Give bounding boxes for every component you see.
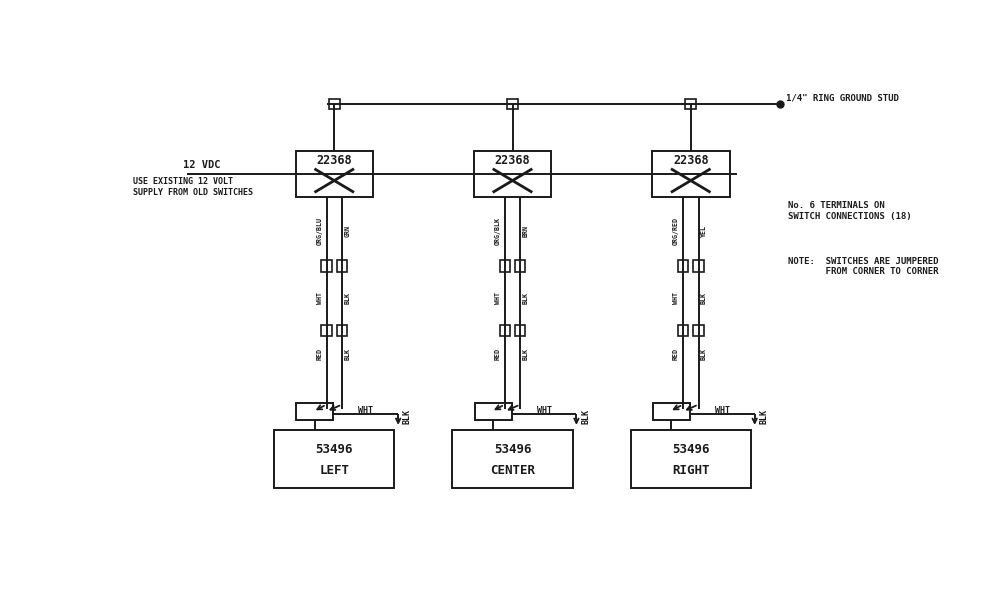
- Bar: [678, 260, 688, 272]
- Text: ORG/RED: ORG/RED: [673, 217, 679, 245]
- Text: ORG/BLK: ORG/BLK: [495, 217, 501, 245]
- Text: 22368: 22368: [316, 154, 352, 167]
- Text: WHT: WHT: [317, 292, 323, 304]
- Bar: [274, 430, 394, 488]
- Bar: [474, 151, 551, 197]
- Bar: [337, 260, 347, 272]
- Text: WHT: WHT: [358, 406, 373, 415]
- Text: WHT: WHT: [673, 292, 679, 304]
- Text: BLK: BLK: [581, 409, 590, 424]
- Bar: [631, 430, 751, 488]
- Text: CENTER: CENTER: [490, 464, 535, 477]
- Bar: [678, 325, 688, 336]
- Text: 1/4" RING GROUND STUD: 1/4" RING GROUND STUD: [786, 93, 899, 102]
- Text: 22368: 22368: [673, 154, 709, 167]
- Bar: [337, 325, 347, 336]
- Bar: [452, 430, 573, 488]
- Text: 22368: 22368: [495, 154, 530, 167]
- Text: 12 VDC: 12 VDC: [183, 160, 221, 170]
- Text: BLK: BLK: [344, 292, 350, 304]
- Text: 53496: 53496: [494, 443, 531, 455]
- Bar: [515, 325, 525, 336]
- Text: WHT: WHT: [537, 406, 552, 415]
- Bar: [693, 325, 704, 336]
- Text: No. 6 TERMINALS ON
SWITCH CONNECTIONS (18): No. 6 TERMINALS ON SWITCH CONNECTIONS (1…: [788, 202, 911, 221]
- Text: NOTE:  SWITCHES ARE JUMPERED
       FROM CORNER TO CORNER: NOTE: SWITCHES ARE JUMPERED FROM CORNER …: [788, 257, 938, 276]
- Bar: [475, 403, 512, 421]
- Text: BLK: BLK: [403, 409, 412, 424]
- Text: RED: RED: [495, 348, 501, 360]
- Bar: [296, 403, 333, 421]
- Text: 53496: 53496: [316, 443, 353, 455]
- Text: 53496: 53496: [672, 443, 710, 455]
- Bar: [693, 260, 704, 272]
- Text: GRN: GRN: [344, 226, 350, 238]
- Text: WHT: WHT: [715, 406, 730, 415]
- Bar: [500, 325, 510, 336]
- Text: LEFT: LEFT: [319, 464, 349, 477]
- Text: BRN: BRN: [523, 226, 529, 238]
- Text: BLK: BLK: [701, 348, 707, 360]
- Text: RED: RED: [673, 348, 679, 360]
- Bar: [321, 260, 332, 272]
- Bar: [652, 151, 730, 197]
- Text: RIGHT: RIGHT: [672, 464, 710, 477]
- Bar: [321, 325, 332, 336]
- Text: BLK: BLK: [344, 348, 350, 360]
- Bar: [296, 151, 373, 197]
- Bar: [500, 260, 510, 272]
- Text: WHT: WHT: [495, 292, 501, 304]
- Text: BLK: BLK: [523, 292, 529, 304]
- Text: BLK: BLK: [523, 348, 529, 360]
- Text: RED: RED: [317, 348, 323, 360]
- Bar: [515, 260, 525, 272]
- Bar: [653, 403, 690, 421]
- Bar: [685, 99, 696, 109]
- Text: YEL: YEL: [701, 226, 707, 238]
- Text: USE EXISTING 12 VOLT
SUPPLY FROM OLD SWITCHES: USE EXISTING 12 VOLT SUPPLY FROM OLD SWI…: [133, 178, 253, 197]
- Bar: [507, 99, 518, 109]
- Text: BLK: BLK: [701, 292, 707, 304]
- Text: ORG/BLU: ORG/BLU: [317, 217, 323, 245]
- Text: BLK: BLK: [759, 409, 768, 424]
- Bar: [329, 99, 340, 109]
